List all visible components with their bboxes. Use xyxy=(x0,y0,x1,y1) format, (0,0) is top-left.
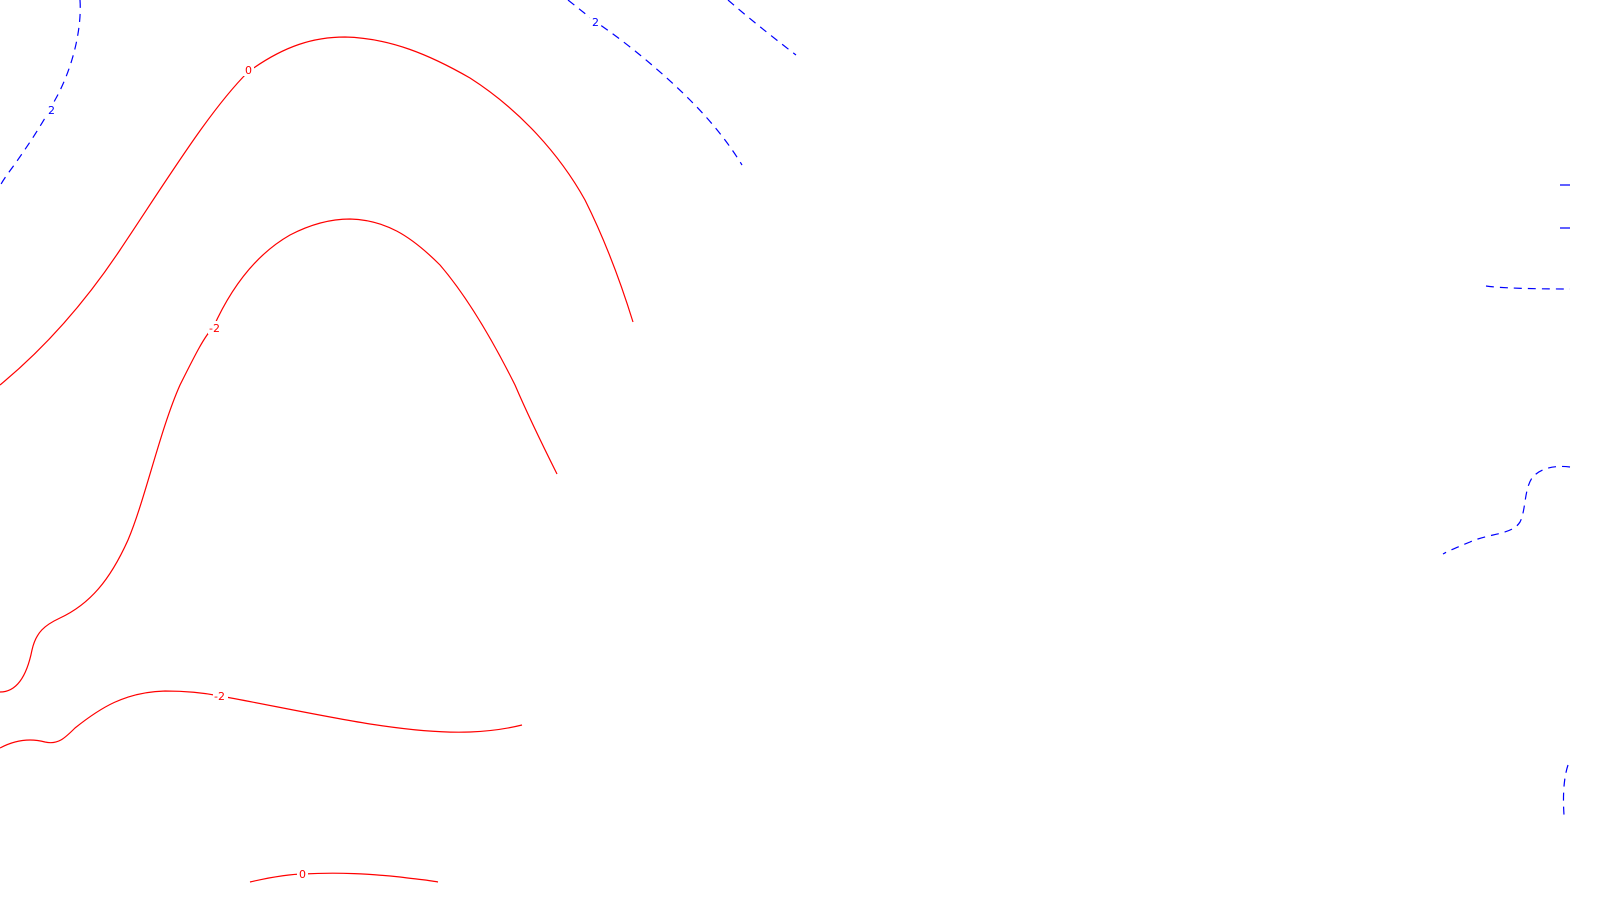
isoline-zero-upper xyxy=(0,36,634,386)
isoline-label-plus2-top-center: 2 xyxy=(592,16,599,29)
isoline-plus2-top-center xyxy=(567,0,743,166)
isoline-positive-right-edge-1 xyxy=(1560,184,1570,229)
isoline-zero-bottom xyxy=(249,872,439,883)
isoline-plus2-top-left xyxy=(0,0,81,187)
isoline-positive-right-edge-4 xyxy=(1562,764,1569,816)
isoline-plus2-top-right xyxy=(727,0,797,56)
isoline-positive-right-edge-2 xyxy=(1485,285,1571,290)
isoline-label-zero-upper: 0 xyxy=(245,64,252,77)
isoline-label-minus2-lower: -2 xyxy=(214,690,225,703)
isoline-label-plus2-top-left: 2 xyxy=(48,104,55,117)
isoline-minus2-lower xyxy=(0,690,523,749)
isoline-positive-right-edge-3 xyxy=(1442,465,1571,555)
isoline-minus2-upper xyxy=(0,218,558,693)
isoline-label-minus2-upper: -2 xyxy=(209,322,220,335)
isoline-label-zero-bottom: 0 xyxy=(299,868,306,881)
